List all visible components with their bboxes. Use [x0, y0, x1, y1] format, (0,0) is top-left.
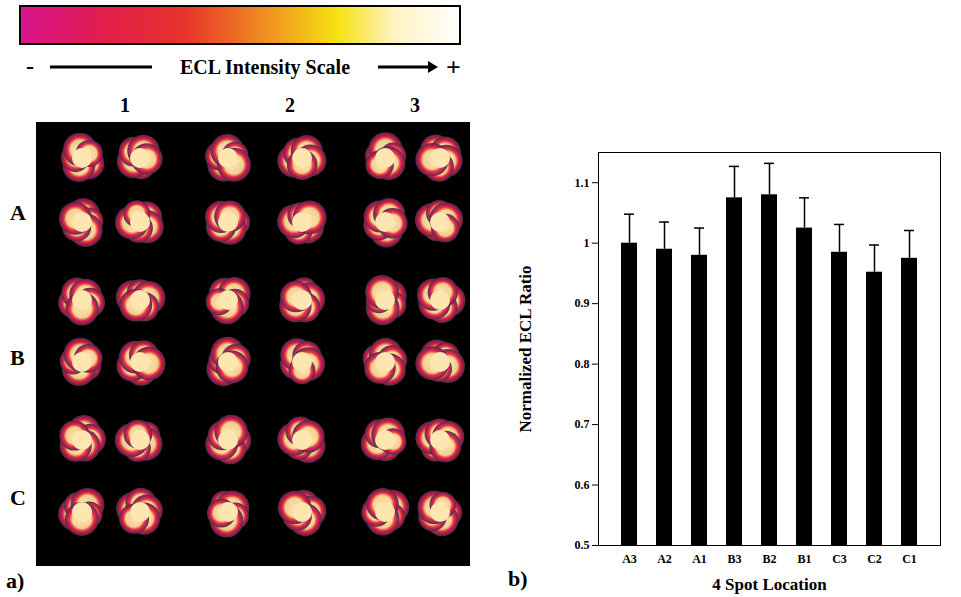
svg-text:0.5: 0.5	[575, 538, 590, 552]
svg-text:0.8: 0.8	[575, 357, 590, 371]
svg-text:B1: B1	[797, 552, 811, 566]
svg-text:0.9: 0.9	[575, 296, 590, 310]
svg-text:A2: A2	[657, 552, 672, 566]
svg-text:C1: C1	[902, 552, 917, 566]
svg-text:A: A	[10, 200, 26, 225]
svg-text:+: +	[446, 53, 461, 82]
svg-text:A3: A3	[622, 552, 637, 566]
svg-text:B2: B2	[762, 552, 776, 566]
svg-text:B: B	[10, 345, 25, 370]
svg-text:0.6: 0.6	[575, 478, 590, 492]
svg-text:ECL Intensity Scale: ECL Intensity Scale	[180, 56, 350, 79]
svg-text:1: 1	[584, 236, 590, 250]
svg-text:B3: B3	[727, 552, 741, 566]
svg-text:C2: C2	[867, 552, 882, 566]
svg-text:-: -	[26, 53, 34, 79]
svg-text:Normalized ECL Ratio: Normalized ECL Ratio	[516, 265, 535, 432]
svg-text:C: C	[10, 485, 26, 510]
svg-text:C3: C3	[832, 552, 847, 566]
svg-text:1: 1	[120, 94, 130, 116]
svg-text:4 Spot Location: 4 Spot Location	[712, 575, 827, 594]
svg-text:A1: A1	[692, 552, 707, 566]
svg-text:a): a)	[6, 568, 24, 593]
svg-text:0.7: 0.7	[575, 417, 590, 431]
svg-text:2: 2	[285, 94, 295, 116]
html-text:b): b)	[508, 566, 528, 591]
svg-text:3: 3	[410, 94, 420, 116]
svg-text:1.1: 1.1	[575, 176, 590, 190]
